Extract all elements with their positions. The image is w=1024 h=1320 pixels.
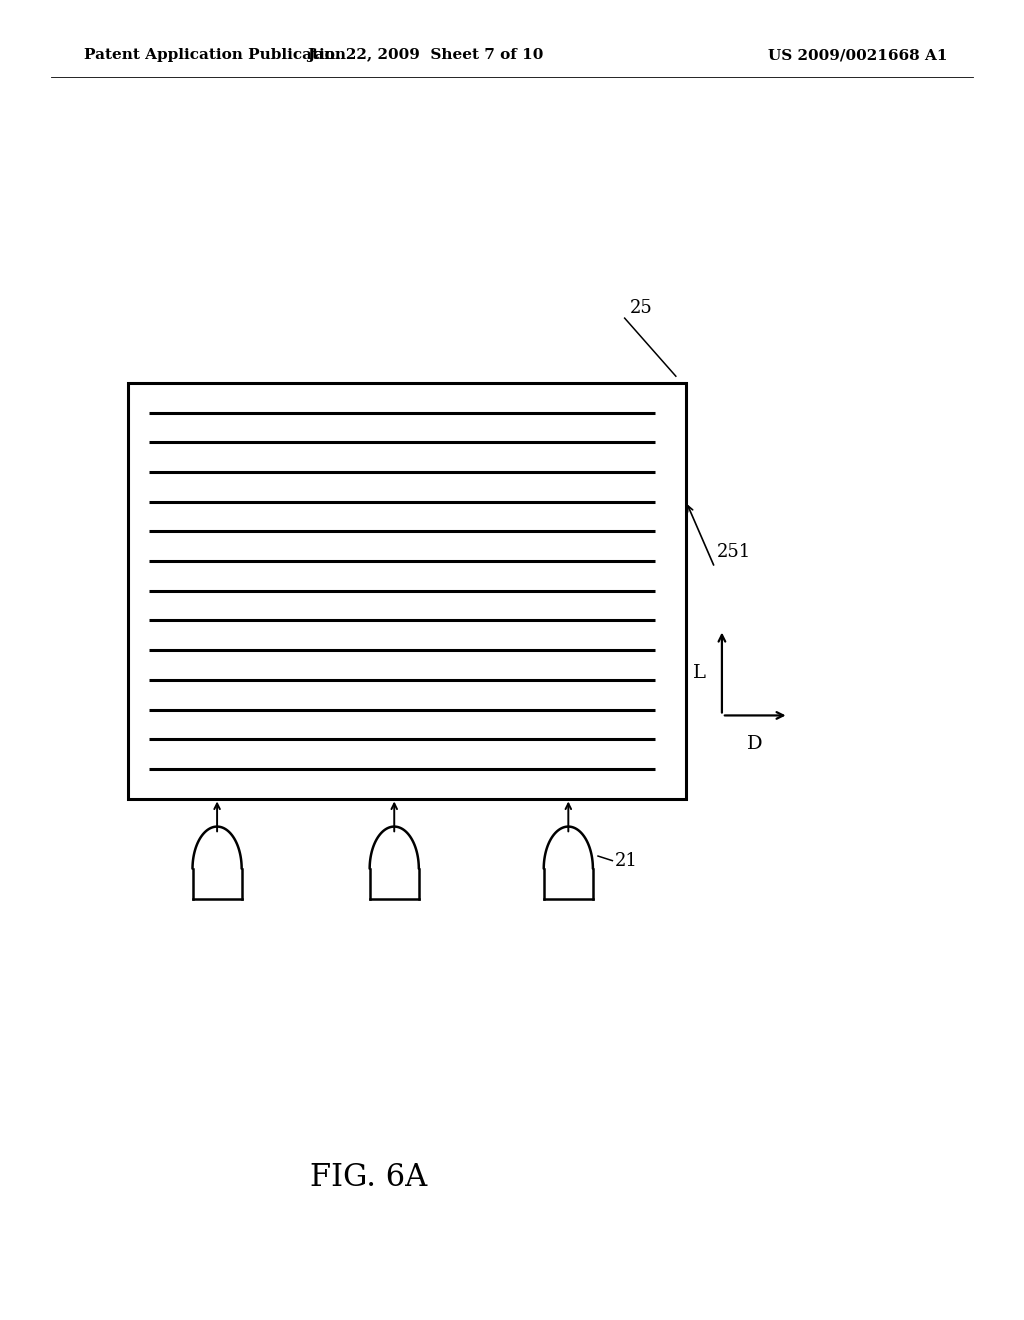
Text: 251: 251	[717, 543, 751, 561]
Text: L: L	[693, 664, 706, 681]
Bar	[128, 383, 686, 799]
Text: FIG. 6A: FIG. 6A	[310, 1162, 427, 1193]
Text: 25: 25	[630, 298, 652, 317]
Text: 21: 21	[614, 851, 637, 870]
Text: Jan. 22, 2009  Sheet 7 of 10: Jan. 22, 2009 Sheet 7 of 10	[307, 49, 543, 62]
Text: US 2009/0021668 A1: US 2009/0021668 A1	[768, 49, 947, 62]
Text: Patent Application Publication: Patent Application Publication	[84, 49, 346, 62]
Text: D: D	[748, 735, 763, 754]
